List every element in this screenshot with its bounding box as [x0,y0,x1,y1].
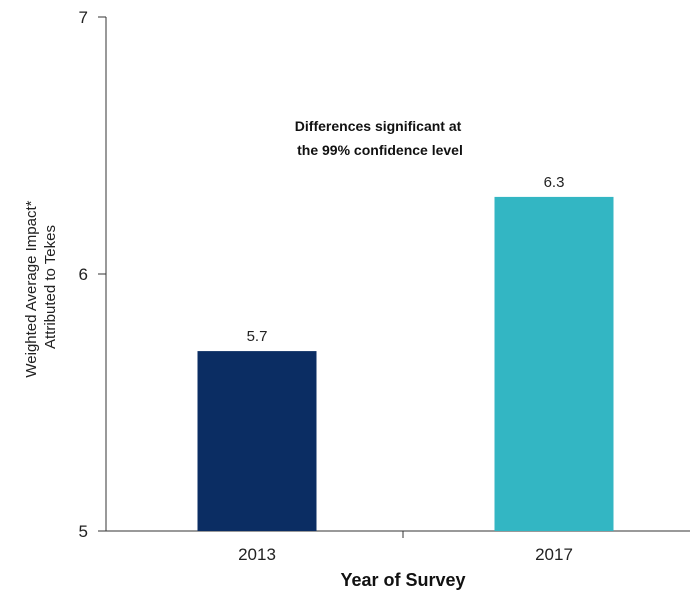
y-axis-title-line-2: Attributed to Tekes [42,225,59,349]
x-axis: 2013 2017 Year of Survey [106,530,690,590]
data-label-2017: 6.3 [544,174,565,191]
y-axis: 7 6 5 Weighted Average Impact* Attribute… [23,8,107,541]
x-axis-title: Year of Survey [340,570,465,590]
annotation-line-2: the 99% confidence level [297,142,463,158]
y-tick-label-7: 7 [79,8,88,27]
annotation-line-1: Differences significant at [295,118,462,134]
bar-2013 [197,351,317,531]
y-tick-label-5: 5 [79,522,88,541]
x-tick-label-2017: 2017 [535,545,573,564]
bars: 5.7 6.3 [197,174,614,531]
y-axis-title-line-1: Weighted Average Impact* [23,200,40,377]
bar-2017 [494,196,614,531]
data-label-2013: 5.7 [247,328,268,345]
y-axis-title: Weighted Average Impact* Attributed to T… [23,196,59,377]
x-tick-label-2013: 2013 [238,545,276,564]
y-tick-label-6: 6 [79,265,88,284]
significance-annotation: Differences significant at the 99% confi… [295,118,465,158]
